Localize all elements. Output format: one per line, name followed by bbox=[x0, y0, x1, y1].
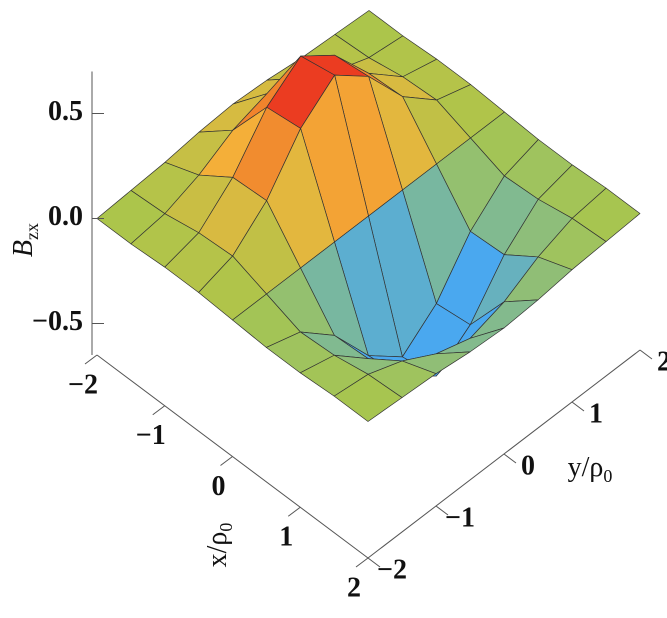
x-tick-label: −1 bbox=[136, 420, 166, 451]
y-tick-label: −2 bbox=[377, 554, 407, 585]
y-tick-label: 1 bbox=[589, 398, 603, 429]
z-axis-label: Bzx bbox=[8, 223, 42, 257]
x-tick bbox=[355, 557, 369, 568]
x-tick bbox=[84, 354, 98, 365]
x-axis-label: x/ρ0 bbox=[202, 523, 236, 568]
z-label-main: B bbox=[8, 240, 39, 257]
x-tick-label: 1 bbox=[279, 522, 293, 553]
y-tick bbox=[435, 505, 449, 516]
y-tick bbox=[639, 349, 653, 360]
z-tick-label: 0.5 bbox=[48, 96, 83, 127]
x-tick bbox=[152, 405, 166, 416]
y-tick-label: 0 bbox=[521, 450, 535, 481]
x-tick-label: 0 bbox=[212, 471, 226, 502]
x-label-sub: 0 bbox=[216, 523, 236, 532]
x-tick-label: 2 bbox=[347, 572, 361, 603]
y-axis-label: y/ρ0 bbox=[568, 452, 613, 486]
z-tick-label: −0.5 bbox=[32, 306, 83, 337]
axes: −0.5 0.0 0.5 −2 −1 0 1 2 −2 −1 0 1 2 bbox=[32, 71, 667, 603]
y-tick bbox=[503, 453, 517, 464]
y-label-main: y/ρ bbox=[568, 452, 604, 483]
surface bbox=[96, 10, 641, 422]
z-label-sub: zx bbox=[22, 223, 42, 240]
y-label-sub: 0 bbox=[603, 466, 612, 486]
y-tick bbox=[367, 557, 381, 568]
x-tick bbox=[220, 456, 233, 466]
z-tick-label: 0.0 bbox=[48, 201, 83, 232]
y-tick-label: −1 bbox=[445, 502, 475, 533]
y-tick bbox=[571, 401, 585, 412]
x-tick-label: −2 bbox=[68, 369, 98, 400]
x-label-main: x/ρ bbox=[202, 532, 233, 568]
surface-patch bbox=[333, 373, 403, 422]
y-tick-label: 2 bbox=[657, 346, 667, 377]
x-tick bbox=[287, 506, 301, 517]
